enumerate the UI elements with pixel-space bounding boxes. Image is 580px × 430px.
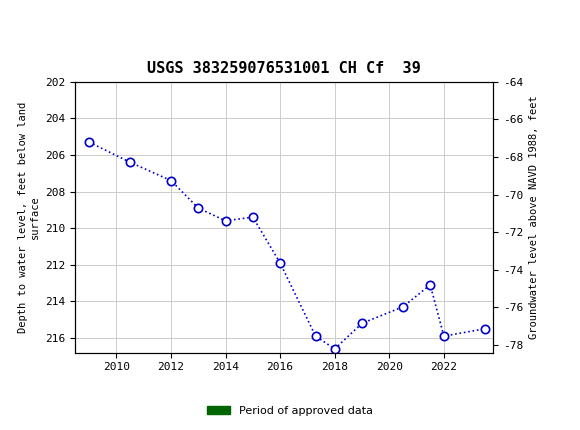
Text: ≡USGS: ≡USGS xyxy=(9,17,63,35)
Y-axis label: Depth to water level, feet below land
surface: Depth to water level, feet below land su… xyxy=(19,101,40,333)
Bar xyxy=(349,355,362,360)
Bar xyxy=(444,355,485,360)
Title: USGS 383259076531001 CH Cf  39: USGS 383259076531001 CH Cf 39 xyxy=(147,61,421,77)
Bar xyxy=(310,355,340,360)
Legend: Period of approved data: Period of approved data xyxy=(203,401,377,420)
Y-axis label: Groundwater level above NAVD 1988, feet: Groundwater level above NAVD 1988, feet xyxy=(528,95,538,339)
Bar xyxy=(376,355,438,360)
Bar xyxy=(275,355,302,360)
Bar xyxy=(89,355,212,360)
